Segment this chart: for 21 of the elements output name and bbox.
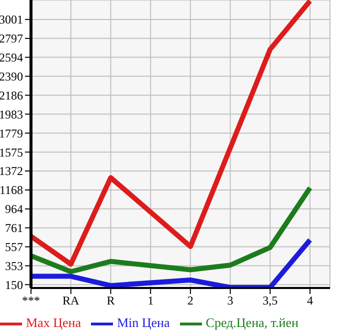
y-tick-label: 1372 <box>0 164 23 178</box>
y-tick-label: 1575 <box>0 145 23 160</box>
x-tick-label: 1 <box>148 294 154 308</box>
y-tick-label: 150 <box>5 278 23 292</box>
legend-label: Сред.Цена, т.йен <box>206 314 298 330</box>
y-tick-label: 557 <box>5 240 23 254</box>
x-tick-label: 2 <box>187 294 194 308</box>
x-tick-label: 3,5 <box>262 294 278 308</box>
y-tick-label: 353 <box>5 259 23 274</box>
y-tick-label: 1168 <box>0 183 23 198</box>
y-tick-label: 1779 <box>0 126 23 140</box>
legend-label: Min Цена <box>116 314 170 330</box>
y-tick-label: 964 <box>5 202 23 216</box>
y-tick-label: 761 <box>5 221 23 236</box>
x-tick-label: RA <box>62 294 80 308</box>
x-tick-label: 3 <box>227 294 234 308</box>
x-tick-label: R <box>106 294 115 308</box>
legend-label: Max Цена <box>26 314 81 330</box>
y-tick-label: 1983 <box>0 107 23 122</box>
x-tick-label: 4 <box>307 294 313 308</box>
x-tick-label: *** <box>22 294 40 308</box>
